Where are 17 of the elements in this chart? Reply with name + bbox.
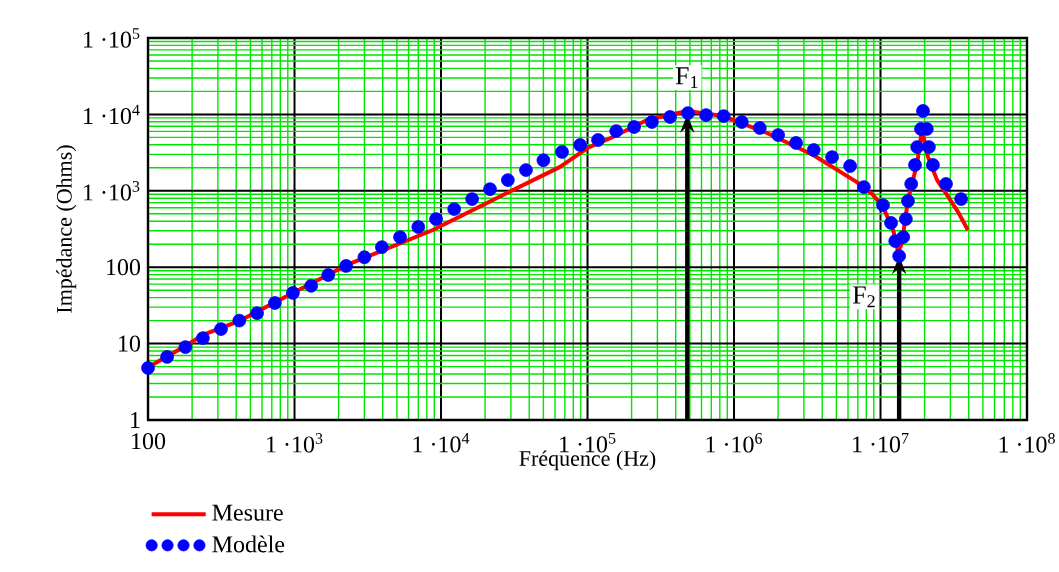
y-tick-label: 10 [119,335,141,352]
y-tick-label: 100 [107,259,141,276]
x-tick-label: 100 [132,433,166,450]
y-tick-label: 1 [131,412,140,428]
annotation: F$_{1}$ [675,67,698,88]
y-axis-title: Impédance (Ohms) [56,145,77,313]
y-tick-label: 1 ·10$^{5}$ [84,28,140,48]
x-tick-label: 1 ·10$^{4}$ [413,433,470,453]
x-tick-label: 1 ·10$^{3}$ [267,433,323,453]
x-tick-label: 1 ·10$^{6}$ [706,433,763,453]
legend-label: Mesure [212,504,283,521]
x-tick-label: 1 ·10$^{8}$ [999,433,1055,453]
x-tick-label: 1 ·10$^{7}$ [853,433,909,453]
annotation: F$_{2}$ [852,286,875,308]
legend-label: Modèle [212,535,285,553]
y-tick-label: 1 ·10$^{4}$ [84,104,140,125]
y-tick-label: 1 ·10$^{3}$ [84,181,140,201]
